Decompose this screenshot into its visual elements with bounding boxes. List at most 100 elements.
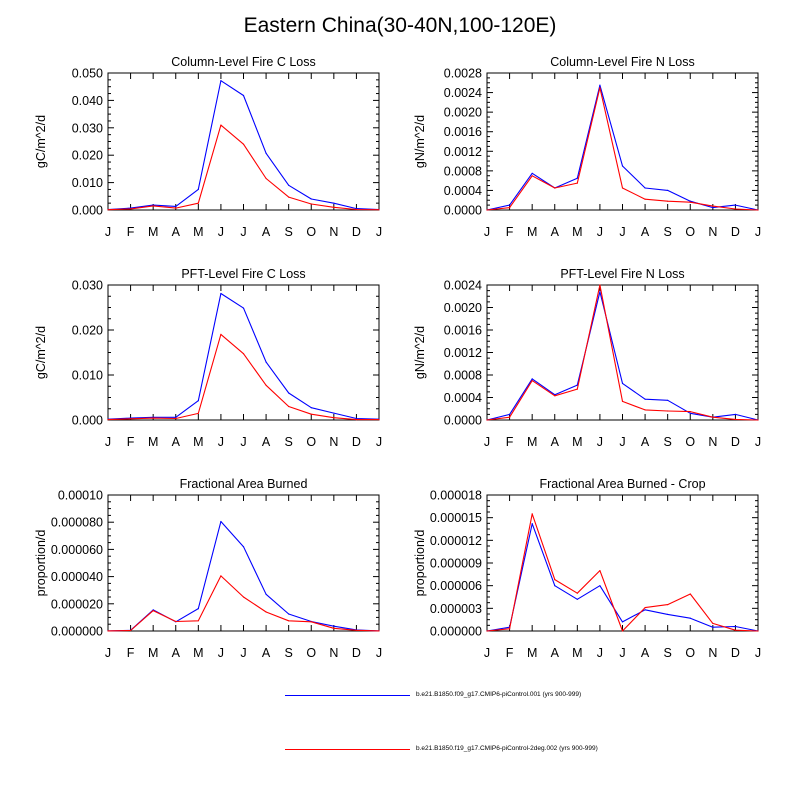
x-tick-label: F xyxy=(127,646,135,660)
x-tick-label: J xyxy=(240,435,246,449)
data-point-2 xyxy=(288,405,290,408)
y-tick-label: 0.000080 xyxy=(51,516,103,530)
x-tick-label: J xyxy=(619,646,625,660)
x-tick-label: D xyxy=(731,435,740,449)
data-point-1 xyxy=(197,188,199,190)
y-tick-label: 0.000020 xyxy=(51,597,103,611)
data-point-2 xyxy=(175,207,177,209)
y-tick-label: 0.000015 xyxy=(430,511,482,525)
panel-title: Column-Level Fire N Loss xyxy=(550,55,695,69)
x-tick-label: A xyxy=(641,225,650,239)
data-point-1 xyxy=(689,200,691,202)
y-tick-label: 0.0004 xyxy=(444,184,482,198)
data-point-1 xyxy=(288,613,290,615)
x-tick-label: O xyxy=(306,646,316,660)
data-point-1 xyxy=(265,361,267,363)
data-point-2 xyxy=(355,419,357,421)
data-point-2 xyxy=(220,575,222,577)
x-tick-label: M xyxy=(148,435,158,449)
legend-swatch-1 xyxy=(285,695,410,696)
data-point-2 xyxy=(757,630,759,632)
x-tick-label: M xyxy=(527,225,537,239)
y-tick-label: 0.050 xyxy=(72,67,103,81)
panel-title: PFT-Level Fire N Loss xyxy=(560,267,684,281)
data-point-2 xyxy=(712,416,714,418)
data-point-1 xyxy=(197,608,199,610)
y-tick-label: 0.0016 xyxy=(444,125,482,139)
data-point-1 xyxy=(667,189,669,191)
x-tick-label: A xyxy=(262,435,271,449)
x-tick-label: J xyxy=(240,646,246,660)
x-tick-label: A xyxy=(172,435,181,449)
data-point-1 xyxy=(734,413,737,415)
x-tick-label: M xyxy=(572,646,582,660)
data-point-1 xyxy=(509,413,511,415)
data-point-2 xyxy=(197,202,199,204)
x-tick-label: M xyxy=(148,225,158,239)
y-axis-label: gN/m^2/d xyxy=(413,326,427,379)
x-tick-label: A xyxy=(641,646,650,660)
series-line-1 xyxy=(107,292,380,420)
y-tick-label: 0.0012 xyxy=(444,346,482,360)
data-point-2 xyxy=(242,596,245,598)
y-tick-label: 0.0000 xyxy=(444,204,482,218)
y-tick-label: 0.000009 xyxy=(430,557,482,571)
y-tick-label: 0.000 xyxy=(72,414,103,428)
data-point-1 xyxy=(197,400,199,402)
x-tick-label: D xyxy=(352,225,361,239)
y-tick-label: 0.000040 xyxy=(51,570,103,584)
data-point-2 xyxy=(175,417,177,420)
data-point-1 xyxy=(689,412,691,414)
data-point-2 xyxy=(689,201,691,203)
data-point-2 xyxy=(220,333,222,335)
data-point-1 xyxy=(712,207,714,209)
data-point-2 xyxy=(599,87,601,89)
y-tick-label: 0.0020 xyxy=(444,301,482,315)
x-tick-label: N xyxy=(329,435,338,449)
x-tick-label: A xyxy=(551,435,560,449)
x-tick-label: M xyxy=(193,646,203,660)
y-tick-label: 0.000018 xyxy=(430,489,482,503)
data-point-2 xyxy=(130,418,132,420)
x-tick-label: J xyxy=(105,435,111,449)
data-point-1 xyxy=(531,172,533,174)
x-tick-label: S xyxy=(663,646,671,660)
panel-5: Fractional Area Burnedproportion/d0.0000… xyxy=(34,477,382,660)
x-tick-label: S xyxy=(284,646,292,660)
x-tick-label: J xyxy=(218,435,224,449)
data-point-2 xyxy=(667,604,669,606)
data-point-2 xyxy=(486,209,488,211)
data-point-2 xyxy=(712,622,714,625)
y-tick-label: 0.010 xyxy=(72,369,103,383)
data-point-2 xyxy=(599,570,601,572)
data-point-2 xyxy=(378,630,380,632)
data-point-1 xyxy=(667,613,669,616)
plot-frame xyxy=(486,494,759,632)
data-point-1 xyxy=(310,407,312,409)
x-tick-label: J xyxy=(376,435,382,449)
figure-title: Eastern China(30-40N,100-120E) xyxy=(243,14,557,37)
data-point-2 xyxy=(265,611,267,613)
data-point-1 xyxy=(599,291,601,293)
data-point-1 xyxy=(288,392,290,394)
data-point-2 xyxy=(130,208,132,210)
x-tick-label: O xyxy=(306,225,316,239)
data-point-2 xyxy=(242,353,245,355)
data-point-2 xyxy=(107,419,109,421)
x-tick-label: S xyxy=(284,435,292,449)
data-point-1 xyxy=(310,198,312,200)
series-line-2 xyxy=(486,513,759,632)
data-point-1 xyxy=(689,617,691,619)
data-point-2 xyxy=(576,182,578,184)
data-point-2 xyxy=(509,416,511,418)
data-point-1 xyxy=(621,165,624,167)
x-tick-label: D xyxy=(352,435,361,449)
y-tick-label: 0.020 xyxy=(72,149,103,163)
series-line-2 xyxy=(486,87,759,211)
data-point-2 xyxy=(242,143,245,145)
data-point-1 xyxy=(712,626,714,628)
x-tick-label: N xyxy=(708,435,717,449)
y-tick-label: 0.020 xyxy=(72,324,103,338)
x-tick-label: A xyxy=(551,646,560,660)
data-point-2 xyxy=(355,629,357,631)
